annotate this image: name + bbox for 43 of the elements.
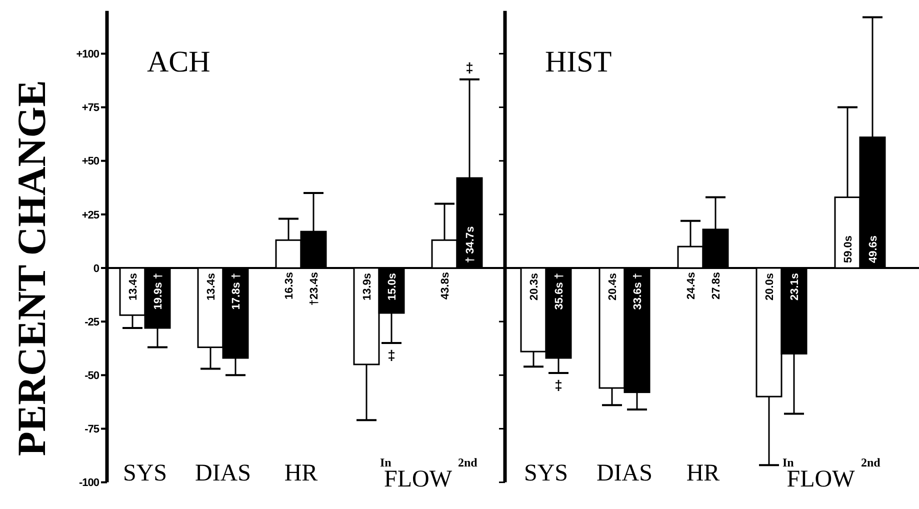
y-tick-label: +100 bbox=[76, 48, 100, 61]
x-tick-label: SYS bbox=[122, 460, 168, 486]
annotation: 49.6s bbox=[868, 235, 880, 263]
annotation: 35.6s † bbox=[554, 273, 566, 310]
y-tick-label: -50 bbox=[84, 370, 100, 382]
y-tick-label: +25 bbox=[82, 209, 100, 222]
y-tick-label: -25 bbox=[84, 316, 100, 328]
x-tick-label: HR bbox=[686, 460, 720, 486]
text: ACH bbox=[147, 46, 210, 79]
x-tick-label: 2nd bbox=[861, 455, 881, 470]
annotation: 19.9s † bbox=[152, 273, 164, 310]
annotation: 13.9s bbox=[362, 273, 374, 301]
y-tick-label: 0 bbox=[93, 262, 100, 275]
y-tick-label: -75 bbox=[84, 424, 100, 436]
annotation: 13.4s bbox=[128, 273, 140, 301]
text: HIST bbox=[545, 46, 612, 79]
annotation: ‡ bbox=[466, 59, 474, 76]
annotation: 17.8s † bbox=[230, 273, 242, 310]
x-tick-label: HR bbox=[284, 460, 318, 486]
annotation: 27.8s bbox=[710, 272, 722, 300]
annotation: 15.0s bbox=[386, 273, 398, 301]
annotation: 43.8s bbox=[440, 272, 452, 300]
annotation: 24.4s bbox=[686, 272, 698, 300]
annotation: ‡ bbox=[388, 346, 396, 363]
annotation: 13.4s bbox=[206, 273, 218, 301]
annotation: 20.3s bbox=[528, 273, 540, 301]
y-tick-label: +75 bbox=[82, 102, 100, 114]
y-tick-label: -100 bbox=[78, 477, 100, 490]
annotation: 20.0s bbox=[764, 273, 776, 301]
annotation: 23.1s bbox=[789, 273, 801, 301]
x-tick-label: DIAS bbox=[194, 460, 252, 486]
annotation: †23.4s bbox=[308, 272, 320, 306]
annotation: ‡ bbox=[554, 376, 562, 393]
annotation: 59.0s bbox=[842, 235, 854, 263]
x-tick-label: DIAS bbox=[596, 460, 653, 486]
x-tick-label: SYS bbox=[524, 460, 568, 486]
x-tick-label: 2nd bbox=[458, 455, 478, 470]
annotation: 16.3s bbox=[284, 272, 296, 300]
y-tick-label: +50 bbox=[82, 156, 100, 168]
annotation: 20.4s bbox=[607, 273, 619, 301]
annotation: 33.6s † bbox=[632, 273, 644, 310]
y-axis-title: PERCENT CHANGE bbox=[9, 80, 54, 456]
annotation: † 34.7s bbox=[464, 226, 476, 263]
